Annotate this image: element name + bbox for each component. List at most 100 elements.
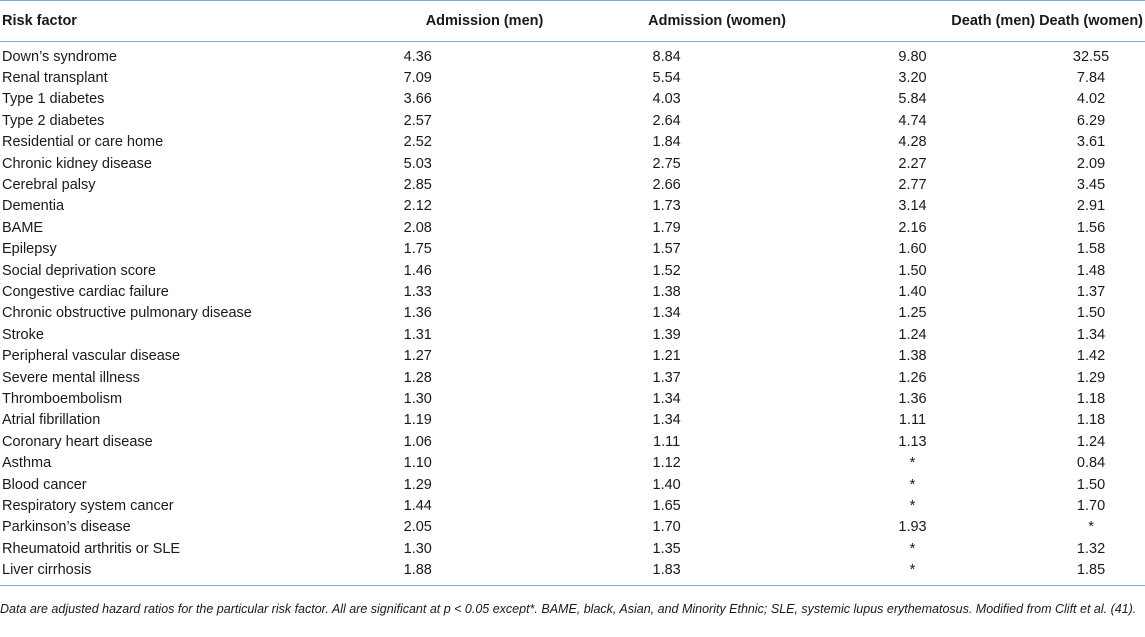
cell-death-women: 1.48 xyxy=(1076,262,1106,279)
cell-admission-women: 1.84 xyxy=(652,134,681,151)
table-row: Blood cancer 1.29 1.40 * 1.50 xyxy=(0,474,1145,495)
cell-admission-men: 1.75 xyxy=(403,241,432,258)
cell-admission-women: 1.38 xyxy=(652,283,681,300)
cell-risk-factor: Chronic obstructive pulmonary disease xyxy=(2,305,252,322)
cell-death-men: 1.38 xyxy=(898,348,927,365)
cell-death-women: 1.37 xyxy=(1076,283,1106,300)
cell-death-men: * xyxy=(909,455,916,472)
table-row: Rheumatoid arthritis or SLE 1.30 1.35 * 1.32 xyxy=(0,538,1145,559)
cell-death-women: 1.58 xyxy=(1076,241,1106,258)
cell-death-men: * xyxy=(787,559,1038,586)
cell-admission-men: 1.31 xyxy=(403,326,432,343)
cell-risk-factor: Blood cancer xyxy=(2,476,87,493)
cell-death-men: 4.74 xyxy=(898,112,927,129)
cell-admission-men: 2.05 xyxy=(403,519,432,536)
cell-admission-men: 1.10 xyxy=(403,455,432,472)
cell-admission-men: 7.09 xyxy=(403,70,432,87)
header-row: Risk factor Admission (men) Admission (w… xyxy=(0,0,1145,42)
cell-admission-men: 1.30 xyxy=(403,390,432,407)
cell-admission-women: 1.83 xyxy=(545,559,788,586)
table-row: Chronic kidney disease 5.03 2.75 2.27 2.09 xyxy=(0,153,1145,174)
cell-death-women: 1.34 xyxy=(1076,326,1106,343)
cell-admission-women: 2.66 xyxy=(652,177,681,194)
table-row: Chronic obstructive pulmonary disease 1.3… xyxy=(0,303,1145,324)
cell-death-women: 2.09 xyxy=(1076,155,1106,172)
cell-risk-factor: Type 2 diabetes xyxy=(2,112,105,129)
cell-death-men: 1.50 xyxy=(898,262,927,279)
cell-admission-women: 1.39 xyxy=(652,326,681,343)
table-row: Residential or care home 2.52 1.84 4.28 3.61 xyxy=(0,132,1145,153)
cell-admission-men: 1.19 xyxy=(403,412,432,429)
cell-admission-men: 1.36 xyxy=(403,305,432,322)
cell-admission-men: 4.36 xyxy=(403,48,432,65)
cell-death-women: 4.02 xyxy=(1076,91,1106,108)
cell-death-men: 2.27 xyxy=(898,155,927,172)
cell-admission-men: 1.06 xyxy=(403,433,432,450)
cell-death-men: * xyxy=(909,540,916,557)
cell-admission-women: 1.73 xyxy=(652,198,681,215)
cell-risk-factor: Dementia xyxy=(2,198,65,215)
cell-admission-men: 3.66 xyxy=(403,91,432,108)
cell-death-men: 3.14 xyxy=(898,198,927,215)
cell-risk-factor: Severe mental illness xyxy=(2,369,140,386)
cell-risk-factor: Thromboembolism xyxy=(2,390,123,407)
cell-admission-women: 1.79 xyxy=(652,219,681,236)
cell-death-men: 2.77 xyxy=(898,177,927,194)
column-header-admission-women: Admission (women) xyxy=(545,0,788,42)
cell-death-women: 32.55 xyxy=(1072,48,1110,65)
cell-risk-factor: Congestive cardiac failure xyxy=(2,283,169,300)
cell-admission-women: 1.37 xyxy=(652,369,681,386)
table-body: Down’s syndrome 4.36 8.84 9.80 32.55 Renal tr… xyxy=(0,42,1145,586)
cell-death-men: 1.40 xyxy=(898,283,927,300)
table-header: Risk factor Admission (men) Admission (w… xyxy=(0,0,1145,42)
column-header-death-men: Death (men) xyxy=(787,0,1038,42)
cell-death-men: * xyxy=(909,476,916,493)
cell-admission-women: 2.75 xyxy=(652,155,681,172)
cell-risk-factor: Epilepsy xyxy=(2,241,57,258)
cell-death-men: 1.26 xyxy=(898,369,927,386)
cell-admission-women: 1.65 xyxy=(652,497,681,514)
table-row: Down’s syndrome 4.36 8.84 9.80 32.55 xyxy=(0,42,1145,68)
cell-death-women: 1.85 xyxy=(1037,559,1145,586)
cell-risk-factor: Residential or care home xyxy=(2,134,164,151)
cell-death-men: 1.36 xyxy=(898,390,927,407)
cell-risk-factor: Parkinson’s disease xyxy=(2,519,131,536)
cell-death-women: 6.29 xyxy=(1076,112,1106,129)
cell-admission-men: 2.85 xyxy=(403,177,432,194)
cell-death-women: * xyxy=(1088,519,1094,536)
cell-death-women: 2.91 xyxy=(1076,198,1106,215)
cell-death-men: 1.25 xyxy=(898,305,927,322)
table-row: Peripheral vascular disease 1.27 1.21 1.38 1… xyxy=(0,345,1145,366)
table-row: BAME 2.08 1.79 2.16 1.56 xyxy=(0,217,1145,238)
table-row: Respiratory system cancer 1.44 1.65 * 1.70 xyxy=(0,495,1145,516)
cell-admission-women: 1.35 xyxy=(652,540,681,557)
table-row: Atrial fibrillation 1.19 1.34 1.11 1.18 xyxy=(0,410,1145,431)
cell-death-men: 2.16 xyxy=(898,219,927,236)
column-header-death-women: Death (women) xyxy=(1037,0,1145,42)
table-footnote: Data are adjusted hazard ratios for the … xyxy=(0,602,1137,616)
cell-admission-men: 1.27 xyxy=(403,348,432,365)
cell-admission-men: 1.28 xyxy=(403,369,432,386)
cell-admission-women: 1.34 xyxy=(652,390,681,407)
cell-admission-women: 1.34 xyxy=(652,412,681,429)
cell-admission-women: 4.03 xyxy=(652,91,681,108)
cell-risk-factor: BAME xyxy=(2,219,44,236)
table-row: Epilepsy 1.75 1.57 1.60 1.58 xyxy=(0,239,1145,260)
cell-admission-women: 1.11 xyxy=(653,433,681,450)
cell-death-women: 7.84 xyxy=(1076,70,1106,87)
cell-admission-men: 1.88 xyxy=(290,559,546,586)
cell-admission-women: 2.64 xyxy=(652,112,681,129)
cell-admission-men: 1.46 xyxy=(403,262,432,279)
cell-death-men: 3.20 xyxy=(898,70,927,87)
cell-death-women: 1.24 xyxy=(1076,433,1106,450)
cell-risk-factor: Down’s syndrome xyxy=(2,48,117,65)
cell-death-women: 1.50 xyxy=(1076,476,1106,493)
cell-death-women: 1.32 xyxy=(1076,540,1106,557)
cell-admission-women: 8.84 xyxy=(652,48,681,65)
cell-admission-women: 1.21 xyxy=(652,348,681,365)
column-header-risk-factor: Risk factor xyxy=(0,0,291,42)
table-row: Cerebral palsy 2.85 2.66 2.77 3.45 xyxy=(0,174,1145,195)
table-row: Asthma 1.10 1.12 * 0.84 xyxy=(0,452,1145,473)
cell-admission-women: 1.52 xyxy=(652,262,681,279)
risk-factor-table: Risk factor Admission (men) Admission (w… xyxy=(0,0,1145,586)
